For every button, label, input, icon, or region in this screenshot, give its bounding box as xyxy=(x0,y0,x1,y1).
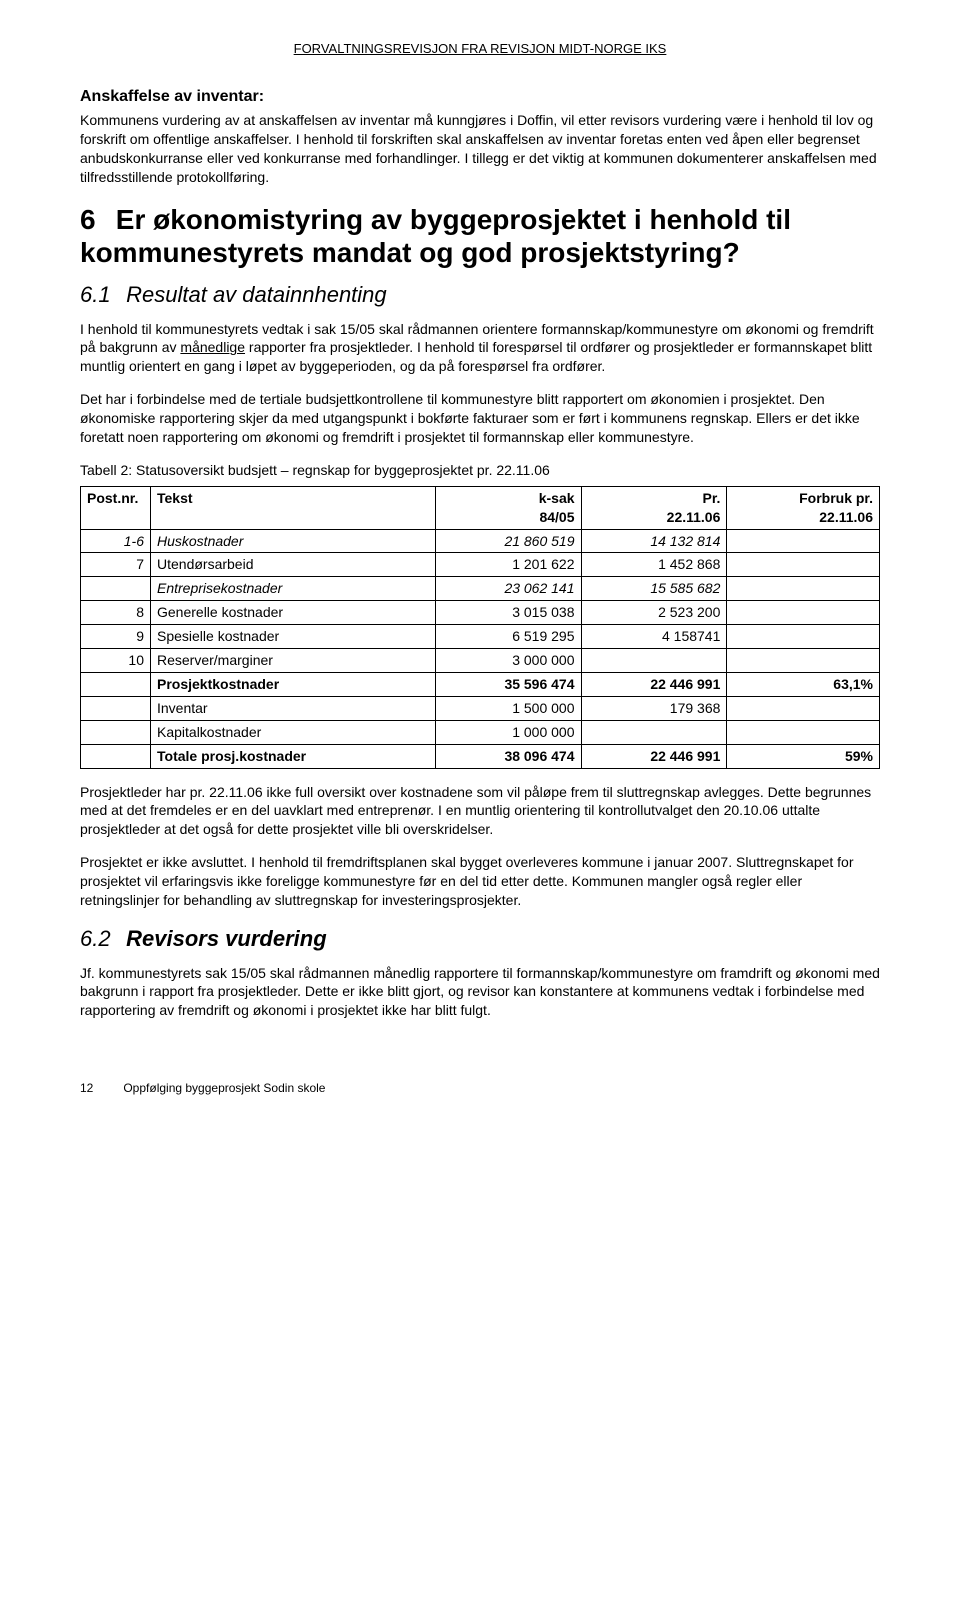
table-cell: 15 585 682 xyxy=(581,577,727,601)
table-cell: Kapitalkostnader xyxy=(151,720,436,744)
col-forbruk: Forbruk pr. 22.11.06 xyxy=(727,486,880,529)
anskaffelse-heading: Anskaffelse av inventar: xyxy=(80,86,880,108)
table-cell: 8 xyxy=(81,601,151,625)
table-cell: 14 132 814 xyxy=(581,529,727,553)
col-postnr: Post.nr. xyxy=(81,486,151,529)
table-cell xyxy=(581,649,727,673)
table-cell: 21 860 519 xyxy=(435,529,581,553)
section-6-number: 6 xyxy=(80,203,108,237)
table-cell xyxy=(581,720,727,744)
table-row: Entreprisekostnader23 062 14115 585 682 xyxy=(81,577,880,601)
col-pr-b: 22.11.06 xyxy=(667,509,721,525)
after-table-p1: Prosjektleder har pr. 22.11.06 ikke full… xyxy=(80,783,880,840)
col-ksak: k-sak 84/05 xyxy=(435,486,581,529)
section-6-2-p1: Jf. kommunestyrets sak 15/05 skal rådman… xyxy=(80,964,880,1021)
section-6-1-number: 6.1 xyxy=(80,280,120,310)
section-6-heading: 6 Er økonomistyring av byggeprosjektet i… xyxy=(80,203,880,270)
table-cell: Reserver/marginer xyxy=(151,649,436,673)
table-row: 9Spesielle kostnader6 519 2954 158741 xyxy=(81,625,880,649)
table-cell xyxy=(81,744,151,768)
table-cell: 1 201 622 xyxy=(435,553,581,577)
table-cell xyxy=(727,529,880,553)
col-pr: Pr. 22.11.06 xyxy=(581,486,727,529)
page-number: 12 xyxy=(80,1080,120,1096)
table-cell: Huskostnader xyxy=(151,529,436,553)
table-cell: 1 000 000 xyxy=(435,720,581,744)
table-cell: 59% xyxy=(727,744,880,768)
table-row: Inventar1 500 000179 368 xyxy=(81,696,880,720)
table-cell: 2 523 200 xyxy=(581,601,727,625)
table-cell xyxy=(727,553,880,577)
table-header-row: Post.nr. Tekst k-sak 84/05 Pr. 22.11.06 … xyxy=(81,486,880,529)
table-cell: 4 158741 xyxy=(581,625,727,649)
table-cell xyxy=(727,625,880,649)
table-cell xyxy=(81,577,151,601)
page-header: FORVALTNINGSREVISJON FRA REVISJON MIDT-N… xyxy=(80,40,880,58)
table-cell: 23 062 141 xyxy=(435,577,581,601)
table-cell: Utendørsarbeid xyxy=(151,553,436,577)
table-cell: Totale prosj.kostnader xyxy=(151,744,436,768)
table-cell xyxy=(727,720,880,744)
table-cell: Spesielle kostnader xyxy=(151,625,436,649)
table-cell xyxy=(727,696,880,720)
table-cell: 6 519 295 xyxy=(435,625,581,649)
table-row: Prosjektkostnader35 596 47422 446 99163,… xyxy=(81,672,880,696)
col-pr-a: Pr. xyxy=(702,490,720,506)
table-cell xyxy=(81,720,151,744)
table-cell: 35 596 474 xyxy=(435,672,581,696)
table-cell: 22 446 991 xyxy=(581,744,727,768)
footer-title: Oppfølging byggeprosjekt Sodin skole xyxy=(123,1081,325,1095)
table-cell xyxy=(81,696,151,720)
table-cell: Inventar xyxy=(151,696,436,720)
table-cell xyxy=(727,649,880,673)
section-6-2-heading: 6.2 Revisors vurdering xyxy=(80,924,880,954)
after-table-p2: Prosjektet er ikke avsluttet. I henhold … xyxy=(80,853,880,910)
col-forbruk-a: Forbruk pr. xyxy=(799,490,873,506)
col-tekst: Tekst xyxy=(151,486,436,529)
table-cell: 1 500 000 xyxy=(435,696,581,720)
table-cell: Generelle kostnader xyxy=(151,601,436,625)
table-cell xyxy=(727,577,880,601)
col-forbruk-b: 22.11.06 xyxy=(819,509,873,525)
table-cell: 38 096 474 xyxy=(435,744,581,768)
table-cell: 9 xyxy=(81,625,151,649)
table-cell: 1 452 868 xyxy=(581,553,727,577)
table-cell: 10 xyxy=(81,649,151,673)
table-cell: 1-6 xyxy=(81,529,151,553)
table-cell: Entreprisekostnader xyxy=(151,577,436,601)
table-row: 7Utendørsarbeid1 201 6221 452 868 xyxy=(81,553,880,577)
table-cell: 3 015 038 xyxy=(435,601,581,625)
section-6-2-title: Revisors vurdering xyxy=(126,926,327,951)
page-footer: 12 Oppfølging byggeprosjekt Sodin skole xyxy=(80,1080,880,1096)
table-row: Totale prosj.kostnader38 096 47422 446 9… xyxy=(81,744,880,768)
budget-table: Post.nr. Tekst k-sak 84/05 Pr. 22.11.06 … xyxy=(80,486,880,769)
table-cell xyxy=(727,601,880,625)
table-cell: 63,1% xyxy=(727,672,880,696)
table-row: 8Generelle kostnader3 015 0382 523 200 xyxy=(81,601,880,625)
section-6-2-number: 6.2 xyxy=(80,924,120,954)
table-row: 10Reserver/marginer3 000 000 xyxy=(81,649,880,673)
table-cell xyxy=(81,672,151,696)
table-row: 1-6Huskostnader21 860 51914 132 814 xyxy=(81,529,880,553)
anskaffelse-body: Kommunens vurdering av at anskaffelsen a… xyxy=(80,111,880,187)
table-cell: Prosjektkostnader xyxy=(151,672,436,696)
table-cell: 3 000 000 xyxy=(435,649,581,673)
section-6-1-p2: Det har i forbindelse med de tertiale bu… xyxy=(80,390,880,447)
table-cell: 7 xyxy=(81,553,151,577)
section-6-1-heading: 6.1 Resultat av datainnhenting xyxy=(80,280,880,310)
section-6-1-title: Resultat av datainnhenting xyxy=(126,282,387,307)
section-6-title: Er økonomistyring av byggeprosjektet i h… xyxy=(80,204,791,269)
table-caption: Tabell 2: Statusoversikt budsjett – regn… xyxy=(80,461,880,480)
section-6-1-p1-underlined: månedlige xyxy=(180,339,245,355)
table-row: Kapitalkostnader1 000 000 xyxy=(81,720,880,744)
col-ksak-b: 84/05 xyxy=(539,509,574,525)
col-ksak-a: k-sak xyxy=(539,490,575,506)
section-6-1-p1: I henhold til kommunestyrets vedtak i sa… xyxy=(80,320,880,377)
table-cell: 22 446 991 xyxy=(581,672,727,696)
table-cell: 179 368 xyxy=(581,696,727,720)
